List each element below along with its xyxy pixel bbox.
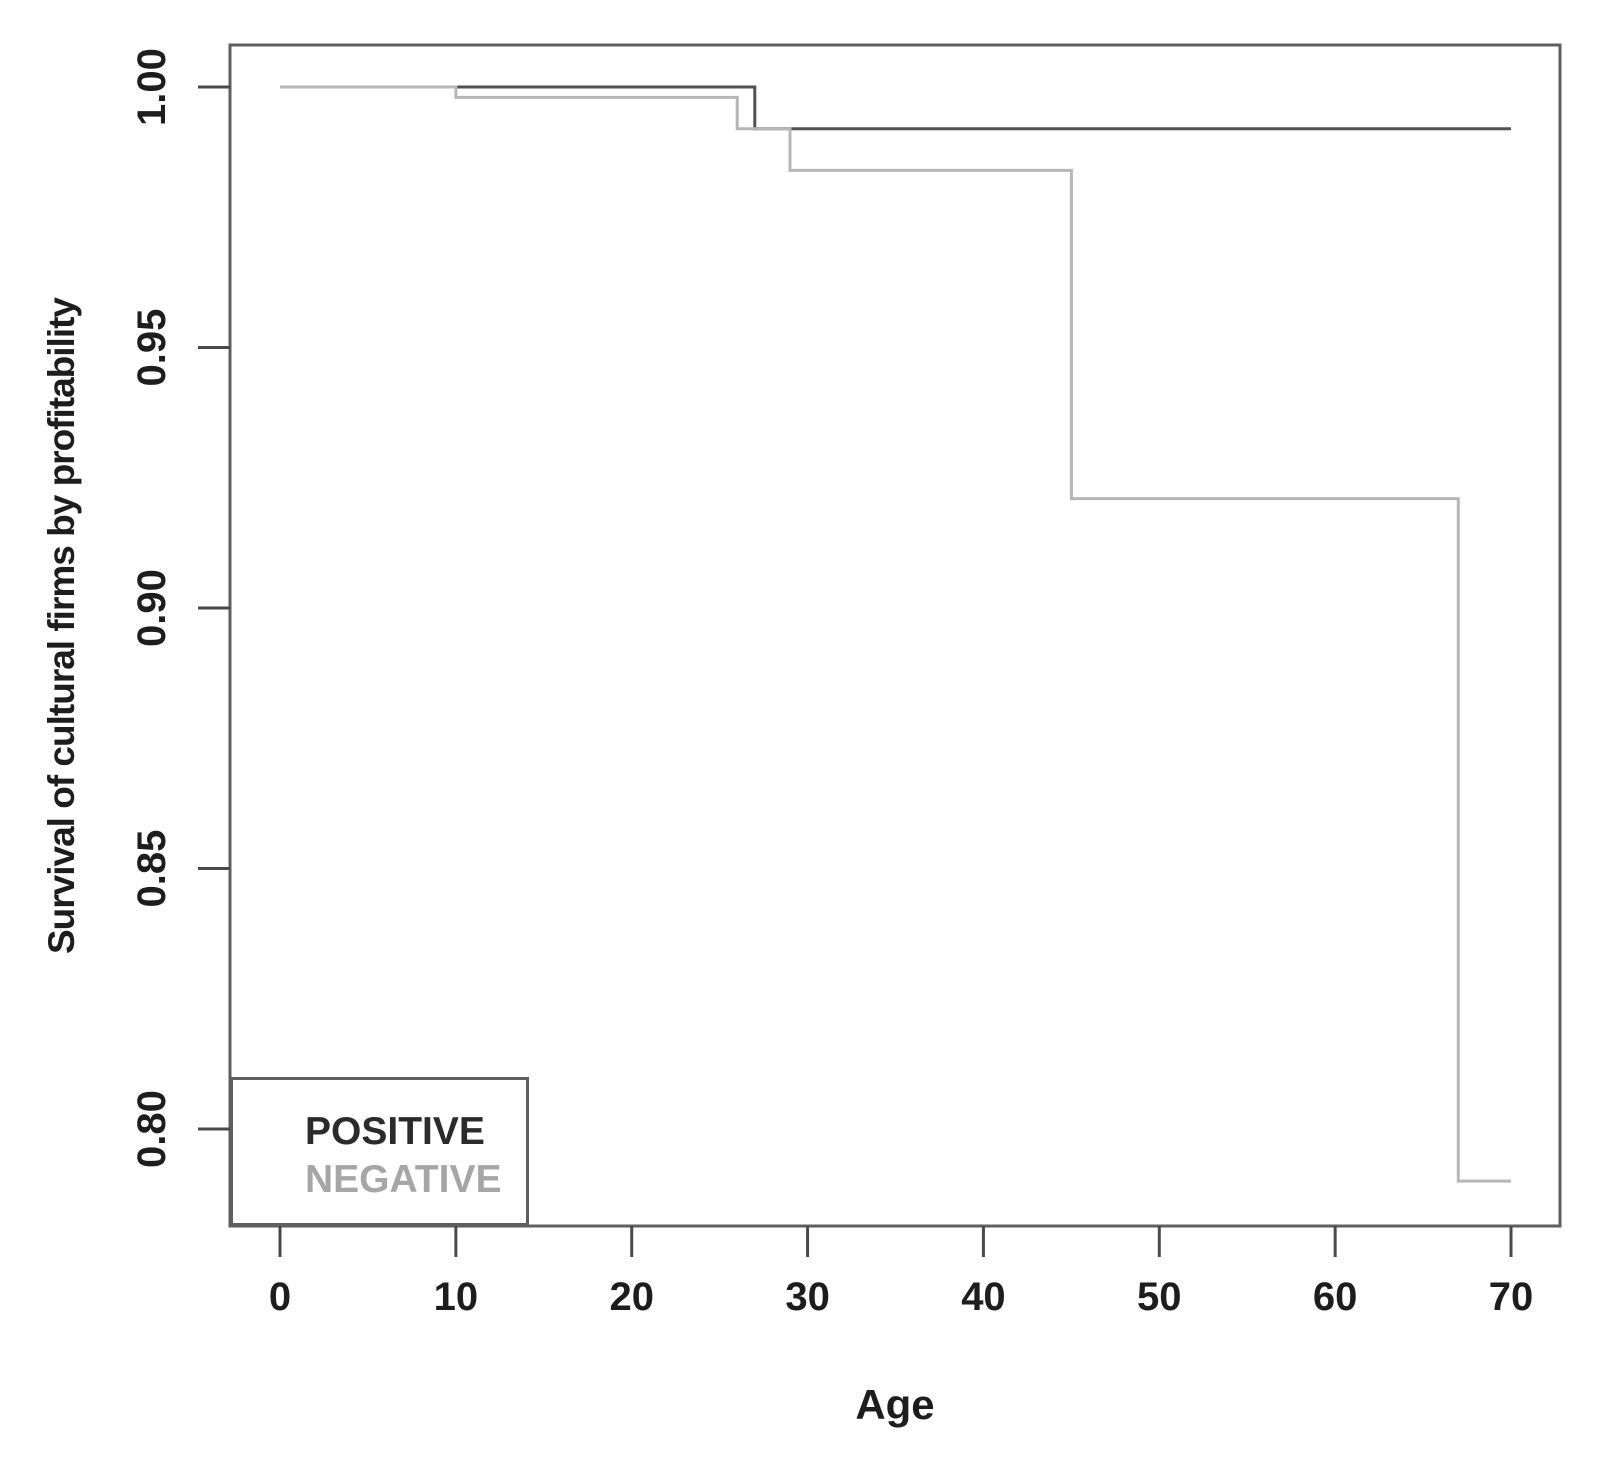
series-line-positive (280, 85, 1511, 131)
plot-border (228, 43, 1562, 1228)
series-line-negative (280, 85, 1511, 1183)
x-tick-label: 60 (1313, 1275, 1358, 1319)
legend-item-negative: NEGATIVE (305, 1158, 502, 1201)
y-tick-label: 0.90 (130, 569, 174, 647)
x-axis-title: Age (855, 1381, 935, 1428)
x-tick-label: 10 (434, 1275, 479, 1319)
y-axis-title: Survival of cultural firms by profitabil… (41, 297, 82, 955)
y-tick-label: 0.85 (130, 830, 174, 908)
legend: POSITIVE NEGATIVE (230, 1077, 529, 1226)
x-tick-label: 0 (269, 1275, 291, 1319)
x-tick-label: 40 (961, 1275, 1006, 1319)
x-tick-label: 70 (1489, 1275, 1534, 1319)
y-tick-label: 1.00 (130, 48, 174, 126)
x-tick-label: 30 (785, 1275, 830, 1319)
y-tick-label: 0.80 (130, 1090, 174, 1168)
y-tick-label: 0.95 (130, 309, 174, 387)
x-tick-label: 50 (1137, 1275, 1182, 1319)
x-tick-label: 20 (609, 1275, 654, 1319)
legend-item-positive: POSITIVE (305, 1110, 485, 1153)
